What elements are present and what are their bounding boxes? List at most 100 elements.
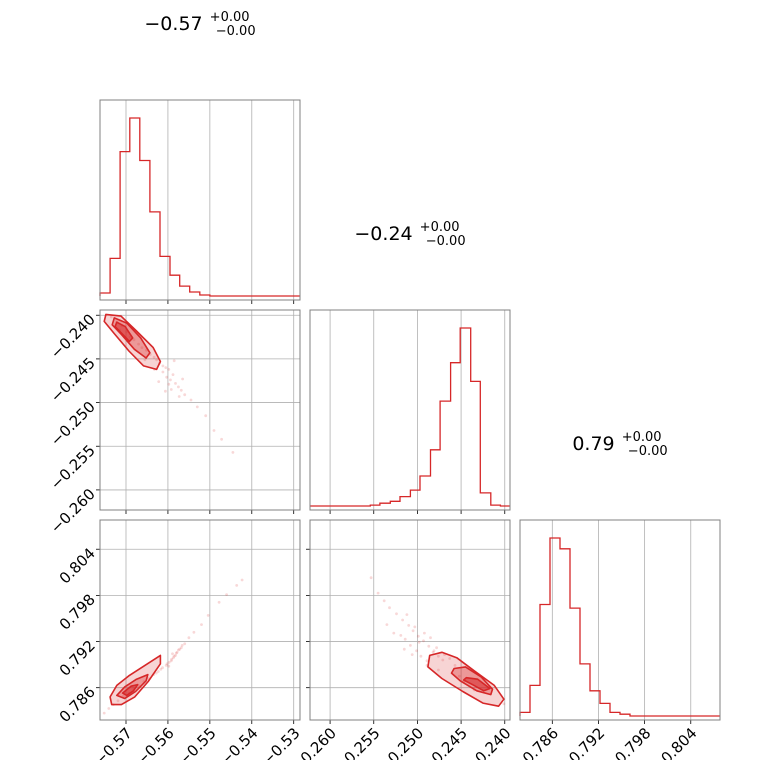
scatter-point	[235, 584, 239, 587]
scatter-point	[137, 342, 141, 346]
x-tick-label: 0.786	[519, 724, 562, 760]
scatter-point	[457, 674, 461, 678]
title-minus-0: −0.00	[216, 24, 256, 39]
contour-level-3	[114, 321, 134, 343]
scatter-point	[502, 702, 506, 706]
scatter-point	[180, 644, 184, 647]
scatter-point	[179, 646, 183, 650]
scatter-point	[174, 382, 177, 385]
panel-border	[309, 309, 511, 511]
panel-border	[519, 519, 721, 721]
histogram-panel-1	[310, 310, 510, 514]
scatter-point	[217, 600, 221, 604]
scatter-point	[437, 668, 440, 672]
scatter-point	[183, 642, 187, 646]
scatter-point	[200, 623, 203, 626]
scatter-point	[140, 346, 144, 349]
panel-border	[309, 519, 511, 721]
scatter-point	[220, 437, 224, 441]
scatter-point	[132, 338, 136, 342]
scatter-point	[165, 662, 169, 666]
scatter-point	[192, 630, 196, 634]
scatter-point	[189, 398, 193, 402]
y-tick-label: −0.255	[47, 441, 99, 493]
scatter-point	[448, 657, 452, 660]
scatter-point	[417, 640, 421, 644]
scatter-point	[169, 659, 173, 663]
x-tick-label: −0.56	[132, 724, 177, 760]
scatter-point	[195, 405, 199, 409]
scatter-point	[164, 664, 168, 667]
title-minus-2: −0.00	[628, 444, 668, 459]
panel-border	[99, 309, 301, 511]
y-tick-label: −0.240	[47, 310, 99, 362]
scatter-point	[413, 625, 417, 629]
scatter-point	[376, 591, 380, 595]
x-tick-label: −0.245	[419, 724, 471, 760]
scatter-point	[395, 612, 398, 616]
scatter-point	[435, 646, 438, 650]
scatter-point	[453, 664, 457, 667]
scatter-point	[432, 649, 436, 653]
scatter-point	[152, 355, 156, 359]
scatter-point	[441, 658, 445, 662]
scatter-point	[161, 666, 164, 670]
title-value-0: −0.57	[144, 13, 202, 35]
scatter-point	[183, 393, 187, 397]
scatter-point	[419, 654, 423, 658]
scatter-point	[423, 631, 426, 635]
y-tick-label: −0.250	[47, 398, 99, 450]
contour-level-3	[121, 683, 139, 697]
scatter-point	[174, 654, 177, 657]
title-value-1: −0.24	[354, 223, 412, 245]
scatter-point	[402, 647, 406, 651]
scatter-point	[177, 385, 180, 389]
histogram-panel-2	[519, 520, 720, 724]
scatter-point	[159, 667, 163, 671]
scatter-point	[204, 414, 208, 418]
x-tick-label: −0.240	[463, 724, 515, 760]
scatter-point	[407, 624, 411, 627]
scatter-point	[369, 576, 373, 580]
scatter-point	[164, 389, 167, 393]
y-tick-label: 0.798	[56, 591, 99, 634]
scatter-point	[411, 629, 415, 633]
scatter-point	[116, 699, 120, 703]
scatter-point	[143, 358, 147, 362]
scatter-point	[155, 358, 159, 362]
scatter-point	[109, 315, 113, 319]
scatter-point	[167, 660, 171, 664]
scatter-point	[156, 670, 160, 673]
scatter-point	[392, 631, 396, 635]
scatter-point	[416, 634, 420, 638]
scatter-point	[178, 647, 182, 651]
scatter-point	[206, 614, 210, 617]
scatter-point	[177, 648, 180, 652]
scatter-panel-1-2	[306, 520, 510, 724]
x-tick-label: −0.55	[174, 724, 219, 760]
scatter-point	[401, 618, 404, 622]
scatter-point	[161, 364, 165, 368]
scatter-point	[409, 644, 412, 647]
title-minus-1: −0.00	[426, 234, 466, 249]
scatter-point	[231, 451, 235, 454]
scatter-point	[154, 671, 158, 675]
scatter-point	[169, 378, 172, 382]
y-tick-label: 0.786	[56, 683, 99, 726]
contour-level-3	[462, 676, 491, 692]
scatter-point	[167, 382, 171, 386]
x-tick-label: −0.57	[91, 724, 136, 760]
title-param-1: −0.24 +0.00 −0.00	[354, 214, 465, 249]
scatter-point	[157, 380, 161, 383]
scatter-point	[172, 359, 176, 363]
scatter-point	[169, 388, 173, 391]
title-plus-2: +0.00	[622, 430, 662, 445]
scatter-point	[422, 639, 425, 643]
title-param-2: 0.79 +0.00 −0.00	[572, 424, 667, 459]
title-plus-0: +0.00	[210, 10, 250, 25]
scatter-point	[187, 636, 191, 640]
scatter-point	[427, 644, 431, 648]
scatter-point	[405, 613, 409, 616]
scatter-point	[410, 653, 414, 656]
